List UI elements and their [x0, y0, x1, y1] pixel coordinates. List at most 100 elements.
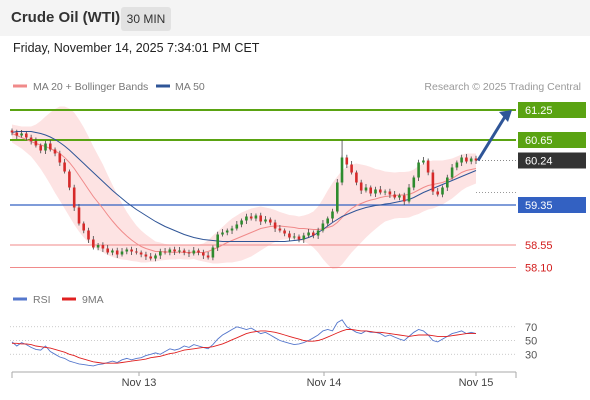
candle-body	[240, 220, 243, 225]
arrow-shaft	[476, 114, 508, 162]
rsi-line	[11, 319, 477, 367]
candle-body	[106, 248, 109, 253]
candle-body	[130, 249, 133, 252]
candle-body	[302, 235, 306, 240]
candle-body	[216, 234, 219, 248]
ma50-legend-label: MA 50	[175, 81, 205, 93]
candle-body	[87, 230, 90, 240]
candle-body	[34, 141, 38, 146]
candle-body	[221, 232, 224, 235]
chart-title: Crude Oil (WTI)	[11, 9, 121, 26]
header-bar: Crude Oil (WTI) 30 MIN	[0, 0, 590, 36]
candle-body	[10, 130, 14, 133]
rsi-tick-label: 30	[525, 349, 537, 361]
candle-body	[331, 211, 334, 219]
candle-body	[20, 133, 23, 136]
candle-body	[297, 236, 301, 240]
candle-body	[63, 162, 66, 172]
candle-body	[168, 249, 172, 253]
timeframe-button[interactable]: 30 MIN	[121, 7, 171, 31]
candle-body	[364, 187, 368, 191]
candlesticks	[10, 128, 478, 262]
candle-body	[211, 247, 215, 258]
candle-body	[398, 195, 401, 198]
x-tick-label: Nov 15	[459, 377, 494, 389]
candle-body	[49, 143, 52, 150]
candle-body	[230, 228, 234, 231]
candle-body	[163, 251, 167, 253]
bollinger-bands	[12, 106, 476, 269]
candle-body	[245, 216, 248, 221]
candle-body	[144, 254, 148, 257]
candle-body	[125, 249, 129, 252]
candle-body	[422, 160, 425, 163]
candle-body	[345, 157, 349, 165]
candle-body	[82, 223, 85, 231]
candle-body	[412, 177, 416, 188]
candle-body	[96, 245, 100, 248]
candle-body	[393, 194, 396, 198]
support-label-box-3	[518, 197, 586, 213]
candle-body	[154, 255, 157, 259]
candle-body	[101, 245, 105, 249]
ma50-line	[11, 131, 477, 242]
candle-body	[407, 187, 411, 202]
candle-body	[182, 250, 186, 253]
candle-body	[159, 251, 162, 256]
x-tick-label: Nov 13	[122, 377, 157, 389]
candle-body	[120, 251, 124, 255]
candle-body	[388, 191, 392, 195]
candle-body	[474, 158, 478, 161]
candle-body	[192, 250, 196, 254]
candle-body	[44, 143, 47, 151]
ma9-legend-label: 9MA	[82, 294, 104, 306]
x-axis: Nov 13 Nov 14 Nov 15	[11, 371, 517, 389]
candle-body	[431, 172, 435, 192]
arrow-head	[499, 110, 512, 122]
credit-text: Research © 2025 Trading Central	[424, 81, 581, 93]
rsi-tick-label: 50	[525, 336, 537, 348]
candle-body	[436, 191, 439, 195]
candle-body	[273, 222, 277, 229]
candle-body	[283, 230, 286, 234]
candle-body	[15, 132, 19, 136]
candle-body	[269, 219, 272, 223]
candle-body	[359, 182, 363, 191]
resistance-label-0: 61.25	[525, 105, 553, 117]
candle-body	[455, 162, 459, 168]
candle-body	[92, 239, 95, 248]
candle-body	[278, 228, 282, 231]
candle-body	[312, 232, 315, 236]
candle-body	[249, 216, 253, 219]
resistance-label-1: 60.65	[525, 135, 553, 147]
candle-body	[350, 164, 353, 173]
resistance-label-box-0	[518, 102, 586, 118]
candle-body	[355, 172, 358, 183]
current-price-box	[518, 152, 586, 169]
candle-body	[39, 145, 42, 151]
candle-body	[225, 230, 229, 233]
candle-body	[202, 252, 205, 256]
candle-body	[259, 215, 262, 222]
candle-body	[197, 250, 200, 253]
candle-body	[426, 160, 430, 173]
minor-support-label-4: 58.55	[525, 240, 553, 252]
candle-body	[149, 256, 152, 259]
ma20-line	[11, 133, 477, 254]
rsi-ma-line	[12, 329, 476, 364]
current-price-label: 60.24	[525, 156, 553, 168]
candle-body	[383, 191, 387, 193]
candle-body	[53, 149, 57, 154]
bollinger-band-area	[12, 106, 476, 269]
candle-body	[307, 232, 310, 236]
timestamp: Friday, November 14, 2025 7:34:01 PM CET	[13, 41, 260, 55]
candle-body	[235, 224, 239, 229]
candle-body	[340, 157, 344, 183]
ma20-legend-label: MA 20 + Bollinger Bands	[33, 81, 148, 93]
resistance-label-box-1	[518, 132, 586, 148]
candle-body	[187, 252, 191, 254]
candle-body	[321, 223, 325, 231]
support-label-3: 59.35	[525, 200, 553, 212]
